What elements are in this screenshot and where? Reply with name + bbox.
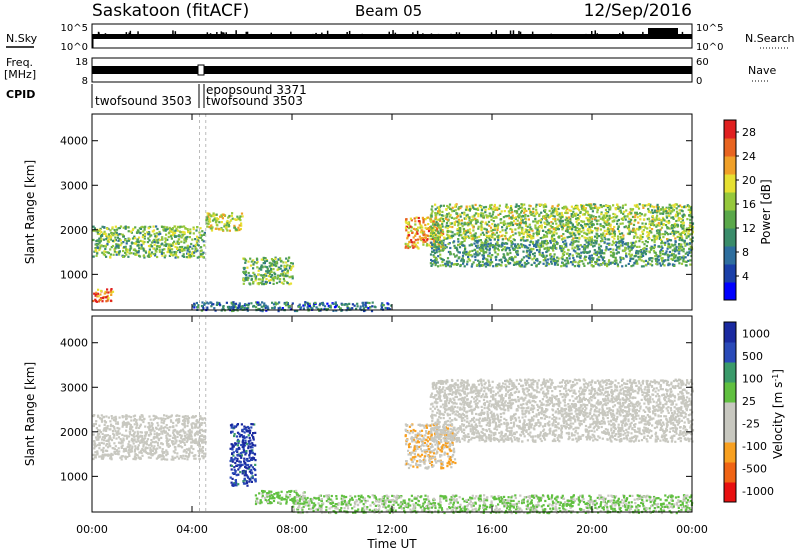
nave-label: Nave (748, 64, 776, 77)
power-echo-region-2 (92, 225, 206, 259)
noise-tick-left-bottom: 10^0 (61, 42, 88, 53)
power-colorbar-tick: 28 (742, 126, 756, 139)
power-colorbar-label: Power [dB] (759, 179, 773, 244)
power-colorbar-tick: 16 (742, 198, 756, 211)
ytick-label: 1000 (60, 470, 88, 483)
cpid-entry-2: epopsound 3371 (206, 83, 307, 97)
freq-tick-left-top: 18 (75, 57, 88, 68)
velocity-echo-region-5 (429, 378, 695, 443)
beam-label: Beam 05 (355, 2, 422, 20)
freq-tick-right-top: 60 (696, 57, 709, 68)
power-colorbar-tick: 8 (742, 246, 749, 259)
ytick-label: 3000 (60, 179, 88, 192)
site-title: Saskatoon (fitACF) (92, 1, 249, 21)
velocity-colorbar-tick: 1000 (742, 327, 770, 340)
date-label: 12/Sep/2016 (584, 1, 692, 21)
ytick-label: 2000 (60, 224, 88, 237)
power-colorbar-tick: 24 (742, 150, 756, 163)
ytick-label: 2000 (60, 426, 88, 439)
velocity-panel: 1000 2000 3000 4000 Slant Range [km] 1000 50… (23, 315, 786, 515)
velocity-colorbar-tick: -25 (742, 417, 760, 430)
noise-tick-left-top: 10^5 (61, 23, 88, 34)
xtick-label: 12:00 (376, 523, 408, 536)
velocity-colorbar-tick: 25 (742, 395, 756, 408)
noise-panel: N.Sky 10^5 10^0 10^5 10^0 N.Search (6, 23, 795, 53)
noise-tick-right-bottom: 10^0 (696, 42, 723, 53)
power-colorbar-tick: 12 (742, 222, 756, 235)
xtick-label: 00:00 (676, 523, 708, 536)
power-colorbar: 4 8 12 16 20 24 28 (723, 119, 756, 301)
velocity-echo-region-2 (229, 423, 257, 487)
xtick-label: 04:00 (176, 523, 208, 536)
power-echo-region-3 (205, 212, 244, 232)
velocity-echo-region-1 (92, 414, 207, 461)
velocity-colorbar-tick: -1000 (742, 485, 774, 498)
velocity-colorbar-tick: 500 (742, 350, 763, 363)
xtick-label: 00:00 (76, 523, 108, 536)
noise-tick-right-top: 10^5 (696, 23, 723, 34)
freq-label: Freq. (6, 56, 33, 69)
ytick-label: 4000 (60, 337, 88, 350)
velocity-colorbar: 1000 500 100 25 -25 -100 -500 -1000 (723, 321, 774, 503)
velocity-ylabel: Slant Range [km] (23, 362, 37, 466)
xtick-label: 16:00 (476, 523, 508, 536)
power-echo-region-4 (242, 256, 295, 286)
noise-trace (92, 28, 692, 48)
power-echo-region-1 (92, 288, 115, 303)
xlabel: Time UT (366, 537, 417, 551)
velocity-colorbar-label: Velocity [m s-1] (771, 369, 786, 459)
cpid-entry-3: twofsound 3503 (206, 94, 303, 108)
cpid-entry-1: twofsound 3503 (95, 94, 192, 108)
freq-tick-right-bottom: 0 (696, 76, 702, 87)
freq-tick-left-bottom: 8 (82, 76, 88, 87)
power-panel: 1000 2000 3000 4000 Slant Range [km] 4 8 12 16… (23, 113, 773, 313)
ytick-label: 3000 (60, 381, 88, 394)
ytick-label: 1000 (60, 268, 88, 281)
power-ylabel: Slant Range [km] (23, 160, 37, 264)
power-echo-region-7 (429, 238, 694, 268)
time-axis: 00:00 04:00 08:00 12:00 16:00 20:00 00:00 (76, 523, 708, 536)
power-echo-region-6 (429, 203, 695, 241)
nsearch-label: N.Search (745, 32, 795, 45)
cpid-label: CPID (6, 88, 35, 101)
xtick-label: 08:00 (276, 523, 308, 536)
ytick-label: 4000 (60, 135, 88, 148)
velocity-colorbar-tick: 100 (742, 372, 763, 385)
freq-panel: Freq. [MHz] 18 8 60 0 Nave (4, 56, 776, 87)
freq-unit-label: [MHz] (4, 68, 36, 81)
power-colorbar-tick: 20 (742, 174, 756, 187)
velocity-colorbar-tick: -100 (742, 440, 767, 453)
velocity-colorbar-tick: -500 (742, 462, 767, 475)
cpid-panel: CPID twofsound 3503 epopsound 3371 twofs… (6, 83, 307, 108)
power-colorbar-tick: 4 (742, 270, 749, 283)
nsky-label: N.Sky (6, 32, 38, 45)
freq-trace (92, 66, 692, 74)
xtick-label: 20:00 (576, 523, 608, 536)
